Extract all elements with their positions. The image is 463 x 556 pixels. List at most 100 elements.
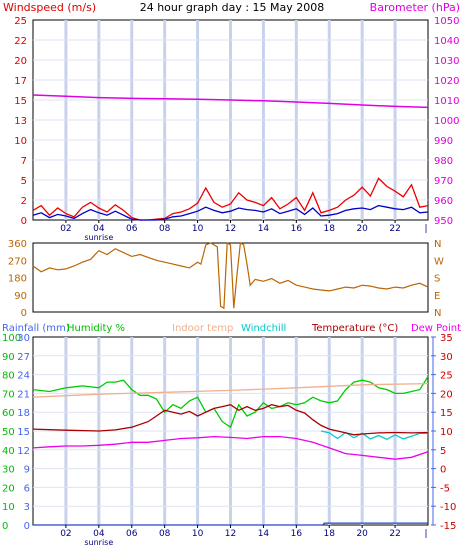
sunrise-label: sunrise (84, 233, 113, 242)
windspeed-tick-label: 15 (14, 96, 27, 107)
x-tick-label: 04 (93, 224, 105, 234)
temperature-tick-label: 25 (440, 371, 453, 382)
barometer-tick-label: 960 (434, 196, 453, 207)
rainfall-tick-label: 9 (24, 465, 30, 476)
x-tick-label: 14 (258, 529, 270, 539)
temperature-line (32, 404, 429, 436)
x-tick-label: 06 (126, 224, 138, 234)
x-tick-label: 02 (60, 529, 71, 539)
dew-point-line (32, 435, 429, 460)
humidity-tick-label: 90 (2, 352, 15, 363)
indoor-temp-line (32, 382, 429, 398)
temperature-tick-label: 0 (440, 465, 446, 476)
windspeed-tick-label: 5 (21, 176, 27, 187)
windspeed-axis-label: Windspeed (m/s) (3, 1, 96, 14)
temperature-tick-label: 5 (440, 446, 446, 457)
humidity-tick-label: 80 (2, 371, 15, 382)
wind-barometer-panel: 0257101315172022259509609709809901000101… (14, 16, 459, 242)
dew-point-label: Dew Point (411, 323, 461, 334)
x-tick-label: 22 (389, 224, 400, 234)
temperature-axis-label: Temperature (°C) (311, 323, 398, 334)
x-tick-label: 16 (291, 529, 303, 539)
compass-tick-label: N (434, 308, 441, 319)
wind-speed-line (32, 204, 429, 221)
temperature-tick-label: 10 (440, 427, 453, 438)
direction-tick-label: 360 (8, 239, 27, 250)
rainfall-tick-label: 18 (17, 408, 30, 419)
windspeed-tick-label: 2 (21, 196, 27, 207)
rainfall-tick-label: 21 (17, 389, 30, 400)
windchill-line (320, 430, 428, 441)
rainfall-line (33, 522, 428, 526)
windspeed-tick-label: 13 (14, 116, 27, 127)
x-tick-label: 10 (192, 529, 204, 539)
humidity-tick-label: 20 (2, 483, 15, 494)
barometer-tick-label: 990 (434, 136, 453, 147)
direction-tick-label: 180 (8, 274, 27, 285)
temperature-tick-label: -5 (440, 483, 450, 494)
rainfall-tick-label: 12 (17, 446, 30, 457)
barometer-tick-label: 970 (434, 176, 453, 187)
x-tick-label: 18 (324, 529, 336, 539)
wind-direction-line (32, 241, 429, 310)
x-tick-label: 14 (258, 224, 270, 234)
humidity-tick-label: 40 (2, 446, 15, 457)
humidity-axis-label: Humidity % (67, 323, 125, 334)
compass-tick-label: S (434, 274, 440, 285)
x-tick-label: 08 (159, 529, 171, 539)
temperature-tick-label: -10 (440, 502, 456, 513)
rainfall-tick-label: 24 (17, 371, 30, 382)
windspeed-tick-label: 20 (14, 56, 27, 67)
temperature-tick-label: 15 (440, 408, 453, 419)
x-tick-label: 02 (60, 224, 71, 234)
barometer-axis-label: Barometer (hPa) (370, 1, 460, 14)
x-tick-label: 22 (389, 529, 400, 539)
barometer-tick-label: 1040 (434, 36, 459, 47)
humidity-tick-label: 60 (2, 408, 15, 419)
x-tick-label: 20 (356, 224, 368, 234)
rainfall-axis-label: Rainfall (mm) (2, 323, 70, 334)
x-end-marker: | (424, 224, 427, 234)
direction-tick-label: 0 (21, 308, 27, 319)
humidity-tick-label: 0 (2, 521, 8, 532)
humidity-line (32, 376, 429, 429)
sunrise-label: sunrise (84, 538, 113, 547)
humidity-tick-label: 10 (2, 502, 15, 513)
x-tick-label: 08 (159, 224, 171, 234)
x-tick-label: 10 (192, 224, 204, 234)
x-tick-label: 12 (225, 224, 236, 234)
x-tick-label: 20 (356, 529, 368, 539)
barometer-tick-label: 1050 (434, 16, 459, 27)
direction-tick-label: 270 (8, 256, 27, 267)
x-tick-label: 04 (93, 529, 105, 539)
temperature-humidity-panel: 0102030405060708090100036912151821242730… (2, 333, 456, 547)
barometer-tick-label: 950 (434, 216, 453, 227)
temperature-tick-label: -15 (440, 521, 456, 532)
windspeed-tick-label: 7 (21, 156, 27, 167)
windspeed-tick-label: 0 (21, 216, 27, 227)
windspeed-tick-label: 10 (14, 136, 27, 147)
rainfall-tick-label: 6 (24, 483, 30, 494)
compass-tick-label: E (434, 291, 440, 302)
x-tick-label: 16 (291, 224, 303, 234)
barometer-tick-label: 1030 (434, 56, 459, 67)
temperature-tick-label: 35 (440, 333, 453, 344)
x-end-marker: | (424, 529, 427, 539)
rainfall-tick-label: 27 (17, 352, 30, 363)
compass-tick-label: W (434, 256, 444, 267)
rainfall-tick-label: 3 (24, 502, 30, 513)
windspeed-tick-label: 17 (14, 76, 27, 87)
barometer-tick-label: 1010 (434, 96, 459, 107)
humidity-tick-label: 50 (2, 427, 15, 438)
windspeed-tick-label: 22 (14, 36, 27, 47)
humidity-tick-label: 70 (2, 389, 15, 400)
indoor-temp-label: Indoor temp (172, 323, 233, 334)
rainfall-tick-label: 0 (24, 521, 30, 532)
barometer-tick-label: 1020 (434, 76, 459, 87)
temperature-tick-label: 30 (440, 352, 453, 363)
barometer-tick-label: 1000 (434, 116, 459, 127)
chart-title: 24 hour graph day : 15 May 2008 (140, 1, 325, 14)
rainfall-tick-label: 30 (17, 333, 30, 344)
